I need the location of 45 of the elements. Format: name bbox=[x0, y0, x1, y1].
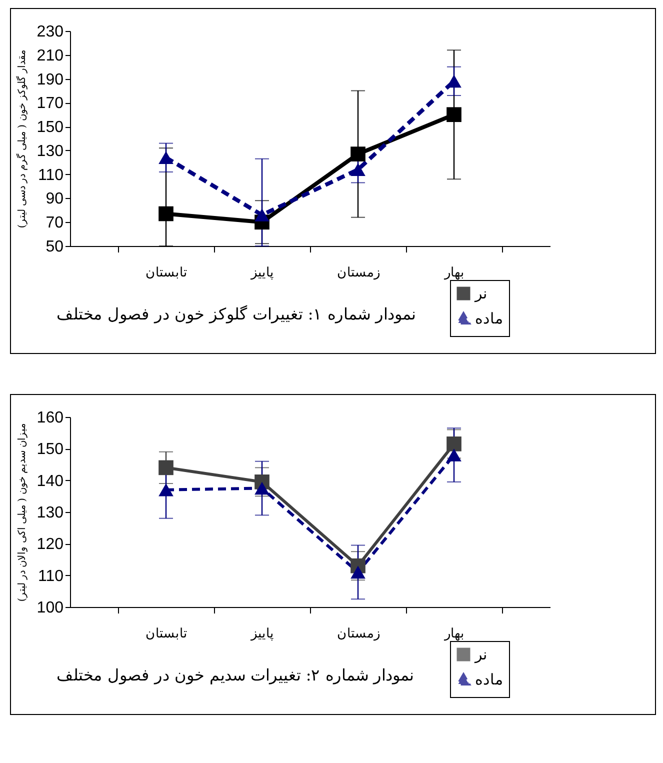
point bbox=[446, 448, 462, 462]
point bbox=[446, 107, 462, 122]
point bbox=[350, 163, 366, 176]
x-tick-label: بهار bbox=[444, 266, 464, 280]
y-tick-label: 130 bbox=[36, 504, 64, 522]
x-tick-label: زمستان bbox=[337, 626, 380, 642]
y-tick-label: 210 bbox=[36, 47, 64, 64]
x-tick-label: پاییز bbox=[250, 626, 274, 642]
x-tick-label: پاییز bbox=[250, 266, 274, 280]
y-tick-label: 120 bbox=[36, 536, 64, 554]
y-axis-title: میزان سدیم خون ( میلی اکی والان در لیتر) bbox=[16, 423, 28, 602]
y-tick-label: 90 bbox=[46, 190, 64, 208]
legend-label: نر bbox=[474, 646, 487, 664]
point bbox=[158, 460, 174, 476]
y-tick-label: 50 bbox=[46, 238, 64, 256]
point bbox=[446, 436, 462, 452]
point bbox=[350, 566, 366, 579]
y-tick-label: 190 bbox=[36, 71, 64, 88]
y-axis-title: مقدار گلوکز خون ( میلی گرم در دسی لیتر) bbox=[16, 50, 28, 228]
point bbox=[254, 482, 270, 495]
y-tick-label: 100 bbox=[36, 600, 64, 616]
x-tick-label: تابستان bbox=[146, 626, 188, 642]
y-tick-label: 170 bbox=[36, 95, 64, 112]
y-tick-label: 150 bbox=[36, 119, 64, 136]
y-tick-label: 70 bbox=[46, 214, 64, 232]
y-tick-label: 150 bbox=[36, 441, 64, 458]
y-tick-label: 140 bbox=[36, 472, 64, 490]
text: نمودار شماره ۱: تغییرات گلوکز خون در فصول مختلف bbox=[56, 304, 416, 324]
point bbox=[158, 206, 174, 222]
text: نمودار شماره ۲: تغییرات سدیم خون در فصول مختلف bbox=[56, 666, 414, 684]
x-tick-label: زمستان bbox=[337, 266, 380, 280]
y-tick-label: 130 bbox=[36, 142, 64, 160]
point bbox=[158, 151, 174, 164]
legend-label: ماده bbox=[475, 310, 503, 328]
point bbox=[350, 146, 366, 162]
y-tick-label: 110 bbox=[38, 166, 64, 184]
y-tick-label: 230 bbox=[36, 24, 64, 40]
legend-label: ماده bbox=[475, 670, 503, 688]
y-tick-label: 110 bbox=[38, 568, 64, 585]
point bbox=[158, 483, 174, 496]
x-tick-label: بهار bbox=[444, 626, 464, 642]
y-tick-label: 160 bbox=[36, 410, 64, 426]
legend-label: نر bbox=[474, 284, 487, 302]
point bbox=[254, 208, 270, 222]
x-tick-label: تابستان bbox=[146, 266, 188, 280]
